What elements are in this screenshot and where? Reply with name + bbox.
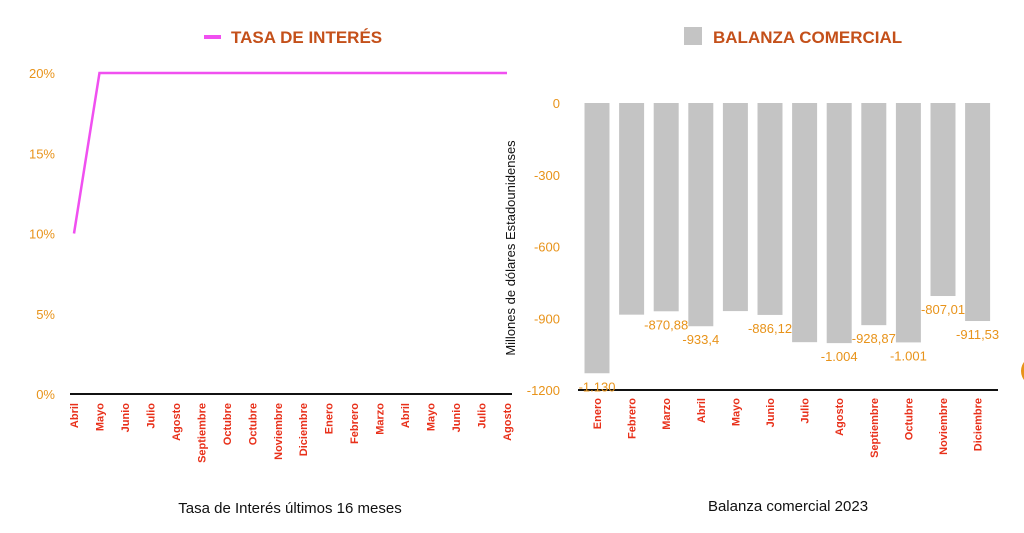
interest-rate-chart: TASA DE INTERÉS 20% 15% 10% 5% 0% Abril Mayo J… xyxy=(29,28,514,517)
trade-x-tick: Febrero xyxy=(627,398,639,439)
interest-x-tick: Julio xyxy=(477,403,489,429)
interest-x-tick: Febrero xyxy=(349,403,361,444)
interest-x-tick: Abril xyxy=(69,403,81,428)
trade-bar xyxy=(722,103,748,312)
interest-x-tick: Octubre xyxy=(222,403,234,445)
interest-x-tick: Noviembre xyxy=(273,403,285,460)
interest-x-tick: Agosto xyxy=(502,403,514,441)
trade-data-label: -928,87 xyxy=(852,331,896,346)
interest-x-tick: Junio xyxy=(120,403,132,433)
trade-caption: Balanza comercial 2023 xyxy=(708,498,868,515)
interest-x-tick: Mayo xyxy=(94,403,106,431)
trade-x-tick: Julio xyxy=(800,398,812,424)
trade-x-tick: Septiembre xyxy=(869,398,881,458)
trade-data-label: -870,88 xyxy=(644,317,688,332)
interest-x-tick: Octubre xyxy=(247,403,259,445)
trade-data-label: -886,12 xyxy=(748,321,792,336)
interest-y-tick: 10% xyxy=(29,227,55,242)
trade-y-tick: -1200 xyxy=(527,383,560,398)
interest-x-tick: Enero xyxy=(324,403,336,434)
trade-y-tick: -300 xyxy=(534,168,560,183)
trade-bar xyxy=(792,103,818,343)
interest-caption: Tasa de Interés últimos 16 meses xyxy=(178,500,401,517)
trade-y-tick: -900 xyxy=(534,311,560,326)
trade-balance-chart: BALANZA COMERCIAL Millones de dólares Es… xyxy=(503,27,999,515)
trade-data-label: -1.130 xyxy=(579,379,616,394)
interest-y-tick: 15% xyxy=(29,146,55,161)
trade-bar xyxy=(619,103,645,315)
trade-bar xyxy=(965,103,991,322)
trade-x-tick: Diciembre xyxy=(973,398,985,451)
trade-x-tick: Marzo xyxy=(661,398,673,430)
interest-x-tick: Diciembre xyxy=(298,403,310,456)
trade-x-tick: Junio xyxy=(765,398,777,428)
trade-bar xyxy=(861,103,887,326)
trade-legend-title: BALANZA COMERCIAL xyxy=(713,28,902,47)
interest-x-tick: Julio xyxy=(145,403,157,429)
trade-bar xyxy=(826,103,852,344)
trade-x-tick: Abril xyxy=(696,398,708,423)
interest-y-tick: 5% xyxy=(36,307,55,322)
trade-x-tick: Agosto xyxy=(834,398,846,436)
trade-x-tick: Enero xyxy=(592,398,604,429)
interest-x-tick: Marzo xyxy=(375,403,387,435)
trade-bar xyxy=(584,103,610,374)
trade-bar xyxy=(895,103,921,343)
interest-x-tick: Abril xyxy=(400,403,412,428)
interest-legend-title: TASA DE INTERÉS xyxy=(231,28,382,47)
trade-x-tick: Noviembre xyxy=(938,398,950,455)
trade-data-label: -933,4 xyxy=(682,332,719,347)
legend-bar-swatch xyxy=(684,27,702,45)
trade-bar xyxy=(930,103,956,297)
trade-y-tick: -600 xyxy=(534,240,560,255)
trade-x-tick: Octubre xyxy=(903,398,915,440)
interest-y-tick: 20% xyxy=(29,66,55,81)
trade-data-label: -1.001 xyxy=(890,348,927,363)
trade-bar xyxy=(653,103,679,312)
interest-x-tick: Septiembre xyxy=(196,403,208,463)
interest-x-tick: Agosto xyxy=(171,403,183,441)
interest-rate-series-line xyxy=(72,71,507,234)
trade-x-tick: Mayo xyxy=(730,398,742,426)
trade-data-label: -1.004 xyxy=(821,349,858,364)
interest-y-tick: 0% xyxy=(36,387,55,402)
trade-bar xyxy=(757,103,783,315)
interest-x-tick: Junio xyxy=(451,403,463,433)
decorative-circle xyxy=(1021,362,1024,380)
interest-x-tick: Mayo xyxy=(426,403,438,431)
trade-data-label: -807,01 xyxy=(921,302,965,317)
trade-data-label: -911,53 xyxy=(956,327,999,342)
trade-y-tick: 0 xyxy=(553,96,560,111)
trade-bar xyxy=(688,103,714,327)
trade-y-axis-label: Millones de dólares Estadounidenses xyxy=(503,140,518,356)
